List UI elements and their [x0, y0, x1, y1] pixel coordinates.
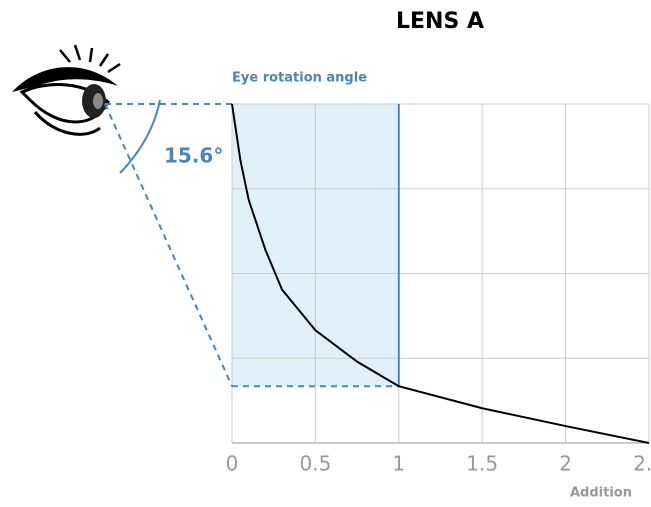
x-tick-label: 2.5: [633, 452, 651, 476]
x-tick-label: 2: [559, 452, 572, 476]
x-tick-label: 0.5: [299, 452, 331, 476]
guide-diagonal: [104, 103, 233, 387]
x-tick-label: 1: [392, 452, 405, 476]
x-tick-label: 1.5: [466, 452, 498, 476]
angle-arc: [119, 99, 161, 174]
angle-label: 15.6°: [164, 144, 223, 168]
data-line: [231, 103, 650, 444]
eye-icon: [12, 44, 121, 136]
x-tick-label: 0: [226, 452, 239, 476]
x-axis-label: Addition: [570, 486, 632, 501]
chart-title: LENS A: [396, 9, 484, 34]
annotation: Eye rotation angle: [232, 71, 367, 86]
